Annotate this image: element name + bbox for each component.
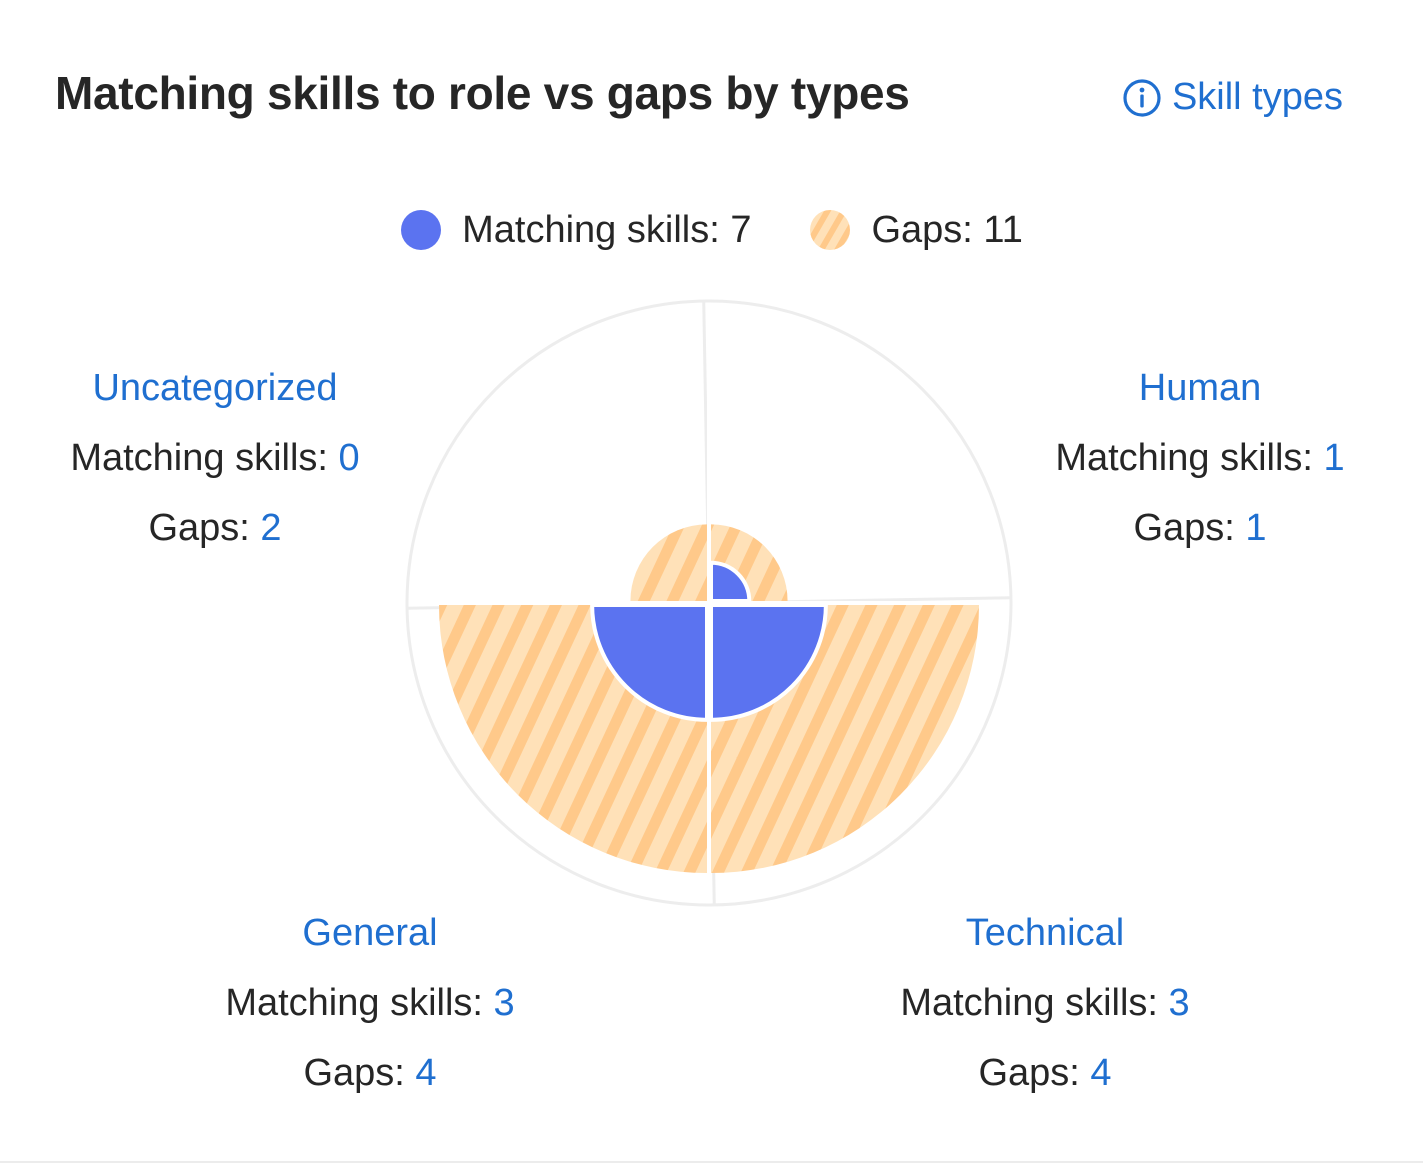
matching-label: Matching skills:: [1055, 437, 1324, 479]
chart-outer-ring: [405, 299, 1013, 907]
gap-sector-uncategorized[interactable]: [630, 524, 707, 601]
gaps-label: Gaps:: [303, 1052, 416, 1094]
matching-sector-human[interactable]: [709, 560, 752, 603]
category-matching-line: Matching skills: 3: [220, 983, 520, 1023]
category-gaps-line: Gaps: 1: [1050, 508, 1350, 548]
legend-item-gaps[interactable]: Gaps: 11: [809, 208, 1023, 252]
gaps-value: 4: [415, 1052, 437, 1094]
category-gaps-line: Gaps: 2: [65, 508, 365, 548]
category-name[interactable]: Technical: [965, 912, 1125, 954]
chart-legend: Matching skills: 7 Gaps: 11: [0, 200, 1423, 260]
category-name[interactable]: General: [302, 912, 438, 954]
matching-value: 0: [338, 437, 360, 479]
gaps-value: 4: [1090, 1052, 1112, 1094]
skill-types-label: Skill types: [1171, 76, 1343, 118]
legend-swatch-matching: [401, 210, 442, 250]
category-matching-line: Matching skills: 3: [895, 983, 1195, 1023]
matching-label: Matching skills:: [900, 982, 1169, 1024]
gaps-value: 1: [1245, 507, 1267, 549]
category-matching-line: Matching skills: 0: [65, 438, 365, 478]
legend-total-gaps: 11: [983, 208, 1023, 251]
page-title: Matching skills to role vs gaps by types: [55, 67, 910, 119]
category-human: Human Matching skills: 1 Gaps: 1: [1050, 368, 1350, 548]
legend-item-matching[interactable]: Matching skills: 7: [400, 209, 751, 252]
gaps-label: Gaps:: [1133, 507, 1246, 549]
category-gaps-line: Gaps: 4: [895, 1053, 1195, 1093]
legend-label-gaps: Gaps:: [871, 208, 984, 251]
legend-swatch-gaps: [810, 210, 851, 250]
gaps-value: 2: [260, 507, 282, 549]
category-gaps-line: Gaps: 4: [220, 1053, 520, 1093]
gaps-label: Gaps:: [148, 507, 261, 549]
category-uncategorized: Uncategorized Matching skills: 0 Gaps: 2: [65, 368, 365, 548]
sector-separator-horizontal: [437, 601, 981, 605]
legend-label-matching: Matching skills:: [462, 208, 731, 251]
category-matching-line: Matching skills: 1: [1050, 438, 1350, 478]
matching-value: 3: [493, 982, 515, 1024]
category-name[interactable]: Uncategorized: [92, 367, 338, 409]
skill-types-link[interactable]: Skill types: [1122, 76, 1343, 119]
gap-sector-technical[interactable]: [711, 605, 979, 873]
gap-sector-human[interactable]: [711, 524, 788, 601]
matching-label: Matching skills:: [70, 437, 339, 479]
matching-value: 3: [1168, 982, 1190, 1024]
matching-label: Matching skills:: [225, 982, 494, 1024]
legend-total-matching: 7: [730, 208, 752, 251]
gaps-label: Gaps:: [978, 1052, 1091, 1094]
matching-value: 1: [1323, 437, 1345, 479]
matching-sector-technical[interactable]: [709, 603, 828, 722]
category-general: General Matching skills: 3 Gaps: 4: [220, 913, 520, 1093]
matching-sector-general[interactable]: [590, 603, 709, 722]
info-icon: [1123, 78, 1161, 117]
category-name[interactable]: Human: [1138, 367, 1262, 409]
category-technical: Technical Matching skills: 3 Gaps: 4: [895, 913, 1195, 1093]
gap-sector-general[interactable]: [439, 605, 707, 873]
